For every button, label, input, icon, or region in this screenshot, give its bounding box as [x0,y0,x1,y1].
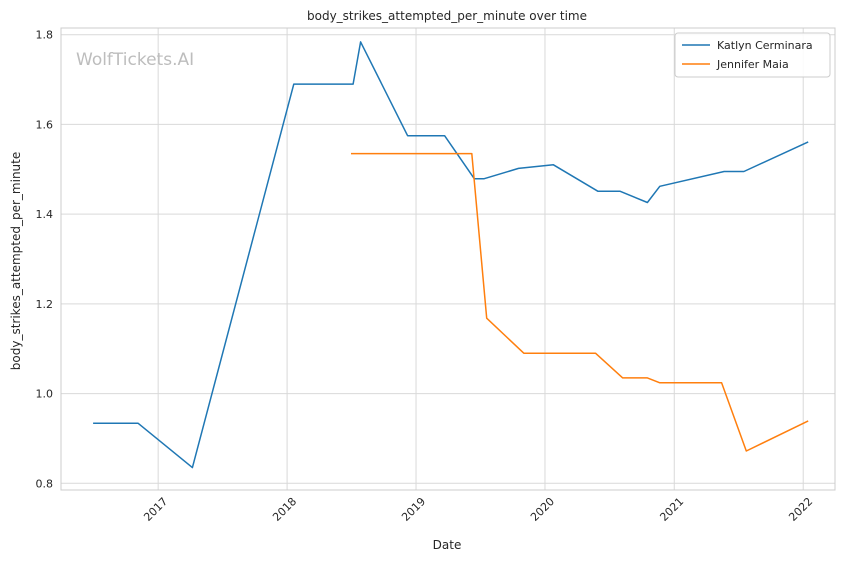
y-tick-label: 0.8 [36,477,54,490]
series-lines [93,41,809,469]
grid [61,28,835,490]
y-tick-label: 1.2 [36,298,54,311]
plot-frame [60,27,836,491]
watermark: WolfTickets.AI [76,50,194,70]
legend-box [674,32,831,78]
series-line-katlyn-cerminara [93,41,809,469]
y-tick-label: 1.8 [36,29,54,42]
y-axis-label: body_strikes_attempted_per_minute [9,152,23,370]
x-axis-label: Date [433,538,462,552]
series-line-jennifer-maia [351,152,809,452]
legend-label-katlyn-cerminara: Katlyn Cerminara [717,39,813,52]
y-tick-label: 1.0 [36,388,54,401]
legend: Katlyn Cerminara Jennifer Maia [674,32,831,78]
y-tick-label: 1.4 [36,208,54,221]
chart-title: body_strikes_attempted_per_minute over t… [307,9,587,23]
legend-label-jennifer-maia: Jennifer Maia [716,58,789,71]
y-tick-label: 1.6 [36,118,54,131]
